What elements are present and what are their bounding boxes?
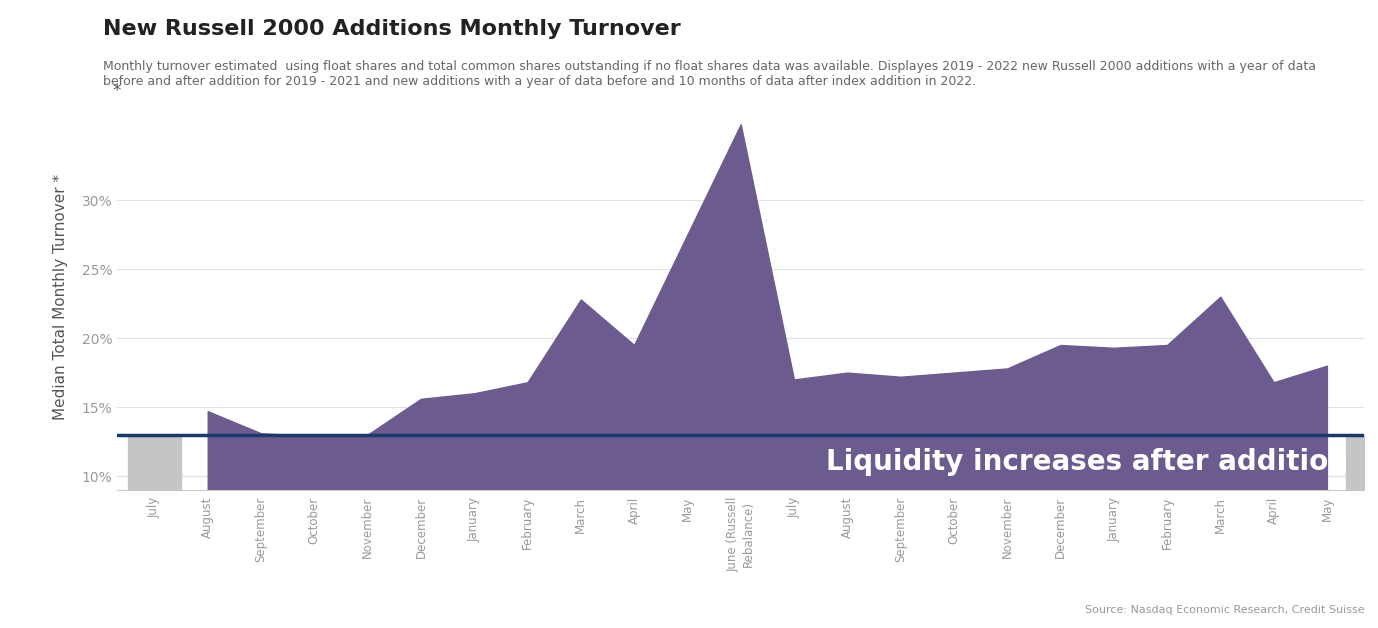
Y-axis label: Median Total Monthly Turnover *: Median Total Monthly Turnover * — [52, 174, 68, 420]
Text: Monthly turnover estimated  using float shares and total common shares outstandi: Monthly turnover estimated using float s… — [103, 60, 1316, 88]
Text: *: * — [113, 82, 121, 100]
Text: New Russell 2000 Additions Monthly Turnover: New Russell 2000 Additions Monthly Turno… — [103, 19, 681, 39]
Text: Liquidity increases after addition: Liquidity increases after addition — [825, 448, 1348, 476]
Text: Source: Nasdaq Economic Research, Credit Suisse: Source: Nasdaq Economic Research, Credit… — [1084, 605, 1364, 615]
